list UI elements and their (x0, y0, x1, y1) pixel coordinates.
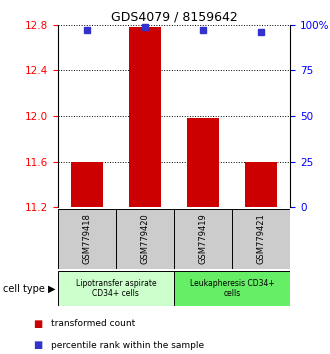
Bar (116, 209, 174, 269)
Bar (232, 209, 290, 269)
Bar (58, 271, 174, 306)
Text: GSM779419: GSM779419 (199, 213, 208, 264)
Title: GDS4079 / 8159642: GDS4079 / 8159642 (111, 11, 238, 24)
Bar (58, 209, 116, 269)
Text: ■: ■ (33, 319, 42, 329)
Bar (129, 27, 161, 207)
Text: GSM779421: GSM779421 (257, 213, 266, 264)
Bar (245, 161, 277, 207)
Bar (187, 118, 219, 207)
Text: GSM779418: GSM779418 (82, 213, 91, 264)
Text: Leukapheresis CD34+
cells: Leukapheresis CD34+ cells (190, 279, 275, 298)
Bar (174, 209, 232, 269)
Text: Lipotransfer aspirate
CD34+ cells: Lipotransfer aspirate CD34+ cells (76, 279, 156, 298)
Bar (174, 271, 290, 306)
Bar (71, 161, 103, 207)
Text: ■: ■ (33, 340, 42, 350)
Text: GSM779420: GSM779420 (141, 213, 149, 264)
Text: percentile rank within the sample: percentile rank within the sample (51, 341, 204, 350)
Text: cell type ▶: cell type ▶ (3, 284, 56, 293)
Text: transformed count: transformed count (51, 319, 135, 329)
